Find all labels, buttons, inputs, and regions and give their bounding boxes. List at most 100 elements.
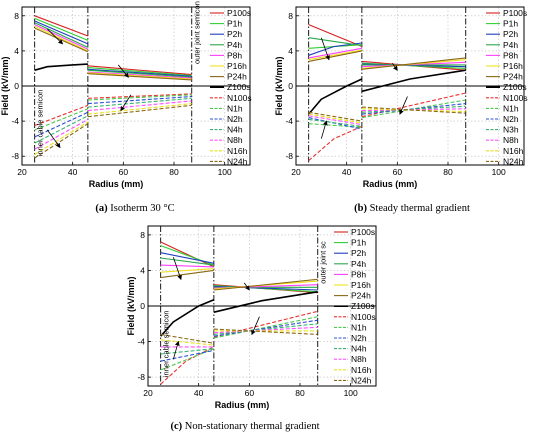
- series-line-P100s: [308, 24, 363, 48]
- x-tick-label: 60: [119, 167, 129, 177]
- legend-label-N8h: N8h: [227, 135, 243, 145]
- trend-arrow: [399, 96, 408, 115]
- y-tick-label: -8: [285, 151, 293, 161]
- x-tick-label: 60: [245, 388, 255, 398]
- caption-letter: (a): [95, 203, 108, 214]
- legend-label-N24h: N24h: [227, 156, 248, 166]
- series-line-N16h: [160, 339, 214, 346]
- y-tick-label: -4: [137, 337, 145, 347]
- series-line-P24h: [361, 57, 466, 70]
- y-tick-label: -8: [137, 372, 145, 382]
- series-line-N100s: [87, 93, 192, 99]
- panel-caption: (b) Steady thermal gradient: [354, 203, 470, 214]
- series-line-P24h: [308, 50, 363, 62]
- y-tick-label: 8: [288, 11, 293, 21]
- x-tick-label: 80: [295, 388, 305, 398]
- x-axis-label: Radius (mm): [89, 179, 144, 189]
- y-tick-label: -4: [285, 116, 293, 126]
- legend-label-N2h: N2h: [227, 114, 243, 124]
- series-line-N3h: [308, 118, 362, 127]
- series-line-N1h: [160, 348, 215, 371]
- legend-label-P4h: P4h: [503, 40, 518, 50]
- x-tick-label: 20: [291, 167, 301, 177]
- series-line-N2h: [361, 103, 466, 115]
- legend-label-P100s: P100s: [503, 8, 527, 18]
- legend-label-P100s: P100s: [351, 227, 375, 237]
- series-line-Z100s: [213, 291, 318, 313]
- series-line-N8h: [308, 115, 362, 126]
- series-line-P100s: [34, 15, 89, 37]
- legend-label-Z100s: Z100s: [227, 82, 251, 92]
- trend-arrow: [172, 256, 182, 281]
- legend-label-N1h: N1h: [351, 322, 367, 332]
- trend-arrow: [47, 129, 61, 149]
- annotation-outer-semicon: outer joint semicon: [193, 1, 202, 64]
- series-line-P24h: [213, 278, 318, 291]
- legend-label-P8h: P8h: [227, 50, 242, 60]
- x-tick-label: 40: [342, 167, 352, 177]
- series-line-N4h: [34, 115, 89, 144]
- series-line-P16h: [34, 25, 89, 52]
- series-line-N8h: [34, 118, 89, 150]
- series-line-P100s: [87, 65, 192, 76]
- series-line-N1h: [213, 316, 318, 339]
- series-line-P4h: [34, 22, 89, 48]
- series-line-N24h: [213, 328, 318, 335]
- series-line-P8h: [308, 47, 362, 59]
- legend-label-P24h: P24h: [351, 291, 371, 301]
- legend-label-P16h: P16h: [227, 61, 247, 71]
- legend-label-Z100s: Z100s: [503, 82, 527, 92]
- series-line-P1h: [87, 67, 192, 77]
- series-line-P8h: [34, 24, 89, 50]
- legend-label-N100s: N100s: [227, 93, 252, 103]
- panel-caption: (a) Isotherm 30 °C: [95, 203, 174, 214]
- x-tick-label: 40: [194, 388, 204, 398]
- trend-arrow: [320, 37, 330, 61]
- trend-arrow: [47, 28, 64, 45]
- legend-label-N16h: N16h: [227, 146, 248, 156]
- legend-label-P100s: P100s: [227, 8, 251, 18]
- x-axis-label: Radius (mm): [215, 400, 270, 410]
- series-line-N2h: [34, 111, 89, 138]
- series-line-P4h: [87, 69, 192, 78]
- series-line-P16h: [160, 268, 214, 273]
- y-axis-label: Field (kV/mm): [274, 56, 284, 115]
- series-line-N4h: [87, 97, 192, 108]
- annotation-outer-semicon: outer joint sc: [319, 241, 328, 284]
- x-tick-label: 100: [218, 167, 232, 177]
- series-line-N100s: [160, 346, 215, 385]
- series-line-Z100s: [160, 299, 215, 337]
- legend-label-N1h: N1h: [227, 103, 243, 113]
- y-tick-label: 8: [140, 230, 145, 240]
- legend-label-P24h: P24h: [503, 72, 523, 82]
- x-tick-label: 40: [68, 167, 78, 177]
- series-line-Z100s: [361, 69, 466, 93]
- x-tick-label: 80: [169, 167, 179, 177]
- series-line-P4h: [160, 257, 214, 266]
- legend-label-N100s: N100s: [503, 93, 528, 103]
- series-line-P2h: [87, 68, 192, 77]
- series-line-N4h: [213, 323, 318, 335]
- y-tick-label: 0: [140, 301, 145, 311]
- series-line-N16h: [34, 121, 89, 155]
- trend-arrow: [251, 316, 260, 336]
- x-tick-label: 100: [492, 167, 506, 177]
- series-line-N2h: [213, 319, 318, 337]
- legend-label-P16h: P16h: [503, 61, 523, 71]
- legend-label-N24h: N24h: [351, 375, 372, 385]
- legend-label-P1h: P1h: [227, 19, 242, 29]
- x-tick-label: 20: [17, 167, 27, 177]
- legend-label-P2h: P2h: [227, 29, 242, 39]
- series-line-P8h: [160, 264, 214, 268]
- legend-label-N2h: N2h: [351, 333, 367, 343]
- series-line-N100s: [34, 104, 89, 127]
- series-line-N24h: [160, 333, 214, 344]
- series-line-Z100s: [308, 78, 363, 115]
- legend-label-P8h: P8h: [503, 50, 518, 60]
- series-line-P16h: [87, 72, 192, 80]
- series-line-N1h: [87, 94, 192, 101]
- y-tick-label: -4: [11, 116, 19, 126]
- series-line-N4h: [160, 348, 214, 355]
